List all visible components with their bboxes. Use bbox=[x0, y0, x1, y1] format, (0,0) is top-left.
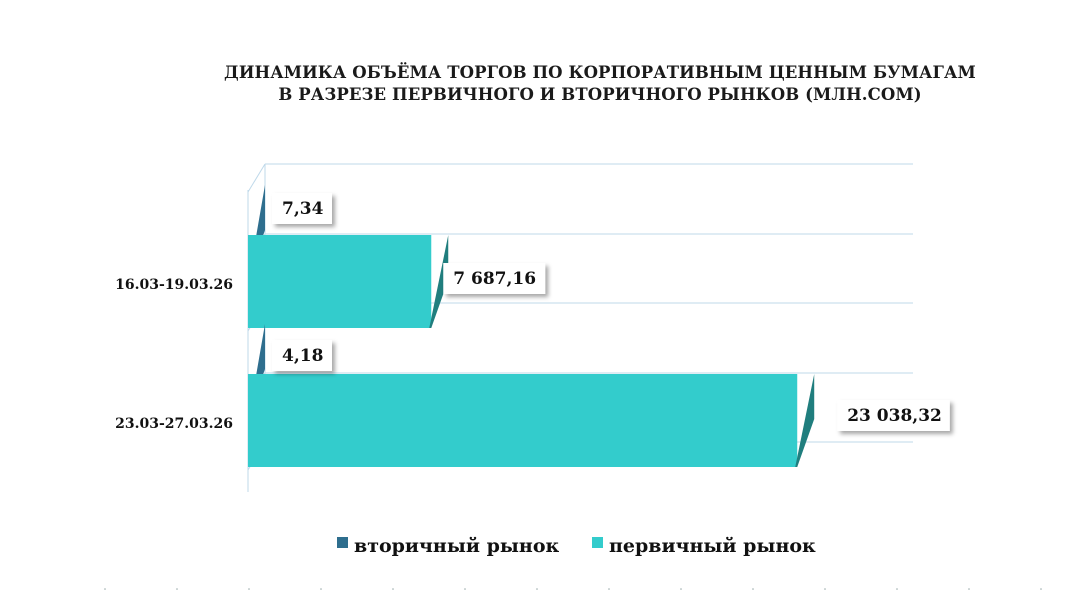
bar-primary-depth-1 bbox=[429, 235, 449, 328]
legend-item-secondary-swatch bbox=[337, 537, 348, 548]
data-label-secondary-1-text: 7,34 bbox=[282, 199, 324, 219]
bar-primary-depth-2 bbox=[795, 374, 815, 467]
decorative-dot bbox=[392, 588, 394, 590]
decorative-dot bbox=[320, 588, 322, 590]
decorative-dot bbox=[752, 588, 754, 590]
chart-title-line-1: ДИНАМИКА ОБЪЁМА ТОРГОВ ПО КОРПОРАТИВНЫМ … bbox=[224, 63, 976, 82]
decorative-dot bbox=[1040, 588, 1042, 590]
legend-item-primary-label: первичный рынок bbox=[609, 535, 816, 557]
decorative-dot bbox=[536, 588, 538, 590]
decorative-dot bbox=[968, 588, 970, 590]
chart-title-line-2: В РАЗРЕЗЕ ПЕРВИЧНОГО И ВТОРИЧНОГО РЫНКОВ… bbox=[278, 85, 922, 104]
bar-primary-1 bbox=[248, 235, 432, 328]
decorative-dot bbox=[608, 588, 610, 590]
category-labels: 16.03-19.03.26 23.03-27.03.26 bbox=[115, 277, 233, 432]
legend-item-primary: первичный рынок bbox=[592, 535, 816, 557]
decorative-dot bbox=[680, 588, 682, 590]
data-labels: 7,34 7 687,16 4,18 23 038,32 bbox=[272, 193, 950, 431]
decorative-dot bbox=[824, 588, 826, 590]
decorative-dot bbox=[248, 588, 250, 590]
data-label-secondary-2: 4,18 bbox=[272, 340, 332, 371]
data-label-secondary-1: 7,34 bbox=[272, 193, 332, 224]
data-label-primary-1-box bbox=[443, 263, 546, 294]
decorative-dot bbox=[896, 588, 898, 590]
data-label-secondary-2-text: 4,18 bbox=[282, 346, 323, 366]
category-label-1: 16.03-19.03.26 bbox=[115, 277, 233, 293]
decorative-dot bbox=[104, 588, 106, 590]
data-label-primary-2-box bbox=[837, 400, 950, 431]
grid-line bbox=[247, 163, 266, 193]
data-label-primary-1-text: 7 687,16 bbox=[453, 269, 536, 289]
legend-item-secondary: вторичный рынок bbox=[337, 535, 560, 557]
decorative-dot bbox=[464, 588, 466, 590]
category-label-2: 23.03-27.03.26 bbox=[115, 416, 233, 432]
data-label-secondary-2-box bbox=[272, 340, 332, 371]
data-label-primary-2-text: 23 038,32 bbox=[847, 406, 942, 426]
bars bbox=[248, 185, 815, 467]
decorative-dot bbox=[176, 588, 178, 590]
data-label-primary-2: 23 038,32 bbox=[837, 400, 950, 431]
data-label-primary-1: 7 687,16 bbox=[443, 263, 546, 294]
legend-item-secondary-label: вторичный рынок bbox=[354, 535, 560, 557]
legend: вторичный рынок первичный рынок bbox=[104, 535, 1042, 590]
legend-item-primary-swatch bbox=[592, 537, 603, 548]
data-label-secondary-1-box bbox=[272, 193, 332, 224]
bar-primary-2 bbox=[248, 374, 798, 467]
chart-title: ДИНАМИКА ОБЪЁМА ТОРГОВ ПО КОРПОРАТИВНЫМ … bbox=[150, 62, 1050, 106]
